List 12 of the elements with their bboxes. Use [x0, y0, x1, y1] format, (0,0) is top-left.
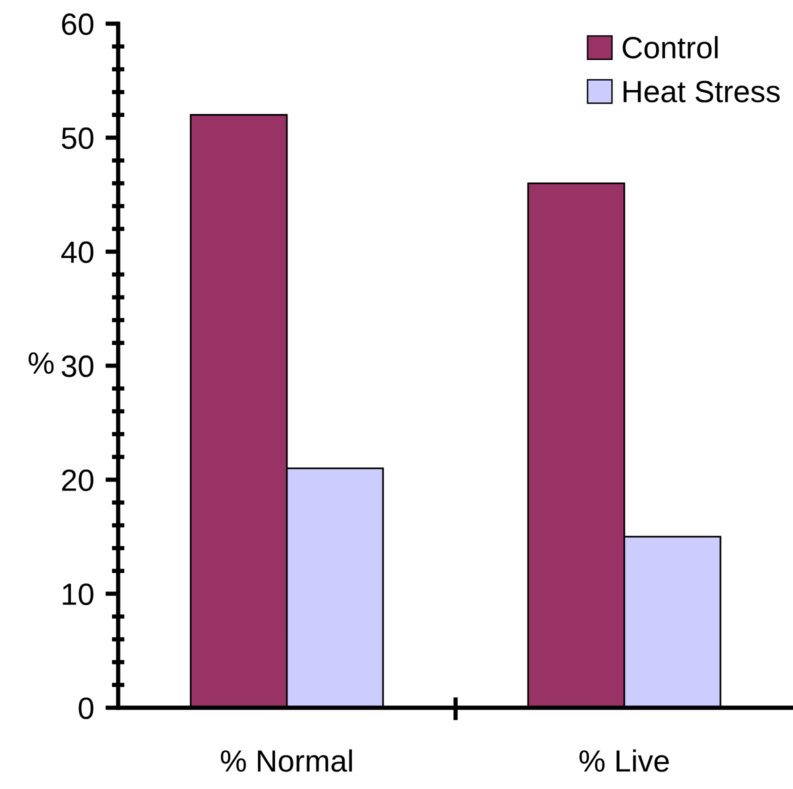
x-tick-label: % Normal	[220, 749, 352, 772]
y-axis-title: %	[28, 352, 54, 374]
y-tick-label: 10	[62, 583, 94, 606]
x-tick-label: % Live	[580, 749, 669, 772]
y-tick-label: 50	[62, 127, 94, 150]
legend-label: Heat Stress	[624, 80, 780, 102]
y-tick-label: 20	[62, 469, 94, 492]
y-tick-label: 30	[62, 355, 94, 378]
y-tick-label: 40	[61, 241, 94, 264]
y-tick-label: 0	[78, 697, 94, 720]
y-tick-label: 60	[62, 13, 94, 36]
legend-label: Control	[622, 36, 718, 58]
